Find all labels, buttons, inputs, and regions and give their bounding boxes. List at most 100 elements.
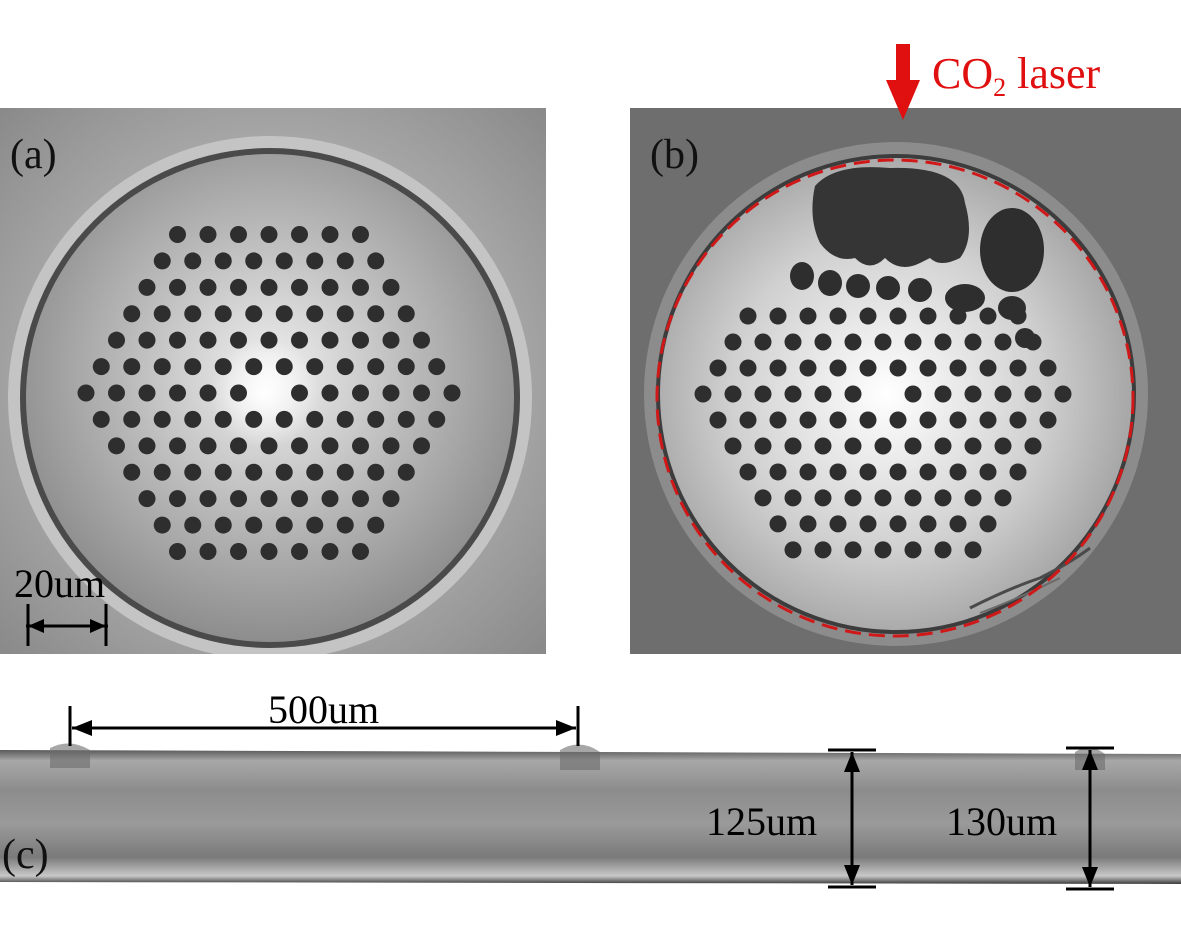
air-hole bbox=[754, 437, 772, 455]
air-hole bbox=[199, 278, 217, 296]
air-hole bbox=[874, 541, 892, 559]
air-hole bbox=[260, 542, 278, 560]
air-hole bbox=[199, 226, 217, 244]
air-hole bbox=[874, 437, 892, 455]
air-hole bbox=[169, 542, 186, 560]
air-hole bbox=[889, 359, 907, 377]
air-hole bbox=[382, 437, 400, 455]
air-hole bbox=[291, 437, 308, 455]
air-hole bbox=[321, 278, 339, 296]
air-hole bbox=[814, 541, 832, 559]
air-hole bbox=[199, 331, 217, 349]
air-hole bbox=[321, 226, 339, 244]
diameter-130-label: 130um bbox=[946, 799, 1058, 844]
air-hole bbox=[230, 437, 247, 455]
air-hole bbox=[814, 333, 832, 351]
air-hole bbox=[904, 333, 922, 351]
air-hole bbox=[799, 359, 817, 377]
air-hole bbox=[784, 541, 802, 559]
air-hole bbox=[153, 463, 171, 481]
air-hole bbox=[739, 411, 757, 429]
air-hole bbox=[754, 489, 772, 507]
air-hole bbox=[230, 490, 247, 508]
air-hole bbox=[184, 463, 202, 481]
air-hole bbox=[994, 333, 1012, 351]
air-hole bbox=[230, 278, 247, 296]
air-hole bbox=[799, 463, 817, 481]
air-hole bbox=[336, 410, 354, 428]
air-hole bbox=[1039, 359, 1057, 377]
air-hole bbox=[138, 437, 156, 455]
air-hole bbox=[306, 463, 324, 481]
original-outline-dashed bbox=[655, 158, 1135, 638]
air-hole bbox=[352, 437, 369, 455]
air-hole bbox=[994, 437, 1012, 455]
air-hole bbox=[214, 410, 232, 428]
air-hole bbox=[844, 333, 862, 351]
air-hole bbox=[814, 489, 832, 507]
air-hole bbox=[397, 305, 415, 323]
air-hole bbox=[397, 463, 415, 481]
air-hole bbox=[77, 384, 95, 402]
air-hole bbox=[784, 489, 802, 507]
air-hole bbox=[336, 516, 354, 534]
air-hole bbox=[199, 542, 217, 560]
air-hole bbox=[321, 437, 339, 455]
air-hole bbox=[382, 490, 400, 508]
air-hole bbox=[245, 305, 263, 323]
air-hole bbox=[352, 226, 369, 244]
air-hole bbox=[769, 307, 787, 325]
air-hole bbox=[169, 278, 186, 296]
air-hole bbox=[352, 331, 369, 349]
air-hole bbox=[919, 463, 937, 481]
air-hole bbox=[169, 490, 186, 508]
spacing-label: 500um bbox=[268, 687, 380, 732]
air-hole bbox=[413, 384, 430, 402]
air-hole bbox=[979, 359, 997, 377]
air-hole bbox=[859, 463, 877, 481]
air-hole bbox=[321, 490, 339, 508]
air-hole bbox=[230, 226, 247, 244]
air-hole bbox=[367, 463, 385, 481]
air-hole bbox=[199, 490, 217, 508]
air-hole bbox=[964, 541, 982, 559]
air-hole bbox=[844, 489, 862, 507]
air-hole bbox=[874, 333, 892, 351]
panel-b-micrograph: (b) bbox=[630, 108, 1181, 654]
air-hole bbox=[214, 516, 232, 534]
air-hole bbox=[367, 410, 385, 428]
air-hole bbox=[964, 333, 982, 351]
air-hole bbox=[949, 411, 967, 429]
air-hole bbox=[214, 252, 232, 270]
air-hole bbox=[859, 359, 877, 377]
air-hole bbox=[367, 252, 385, 270]
air-hole bbox=[92, 410, 110, 428]
air-hole bbox=[1054, 385, 1072, 403]
air-hole bbox=[184, 358, 202, 376]
air-hole bbox=[306, 410, 324, 428]
air-hole bbox=[245, 516, 263, 534]
air-hole bbox=[245, 463, 263, 481]
air-hole bbox=[979, 307, 997, 325]
air-hole bbox=[1009, 463, 1027, 481]
air-hole bbox=[123, 305, 141, 323]
scale-bar-label: 20um bbox=[14, 561, 106, 606]
air-hole bbox=[260, 437, 278, 455]
air-hole bbox=[199, 437, 217, 455]
air-hole bbox=[184, 410, 202, 428]
diameter-125-label: 125um bbox=[706, 799, 818, 844]
air-hole bbox=[919, 307, 937, 325]
air-hole bbox=[994, 489, 1012, 507]
air-hole bbox=[1009, 307, 1027, 325]
air-hole bbox=[694, 385, 712, 403]
air-hole bbox=[443, 384, 461, 402]
air-hole bbox=[321, 331, 339, 349]
air-hole bbox=[413, 437, 430, 455]
air-hole bbox=[169, 226, 186, 244]
air-hole bbox=[169, 384, 186, 402]
air-hole bbox=[724, 437, 742, 455]
air-hole bbox=[859, 411, 877, 429]
air-hole bbox=[382, 384, 400, 402]
air-hole bbox=[123, 358, 141, 376]
air-hole bbox=[184, 516, 202, 534]
